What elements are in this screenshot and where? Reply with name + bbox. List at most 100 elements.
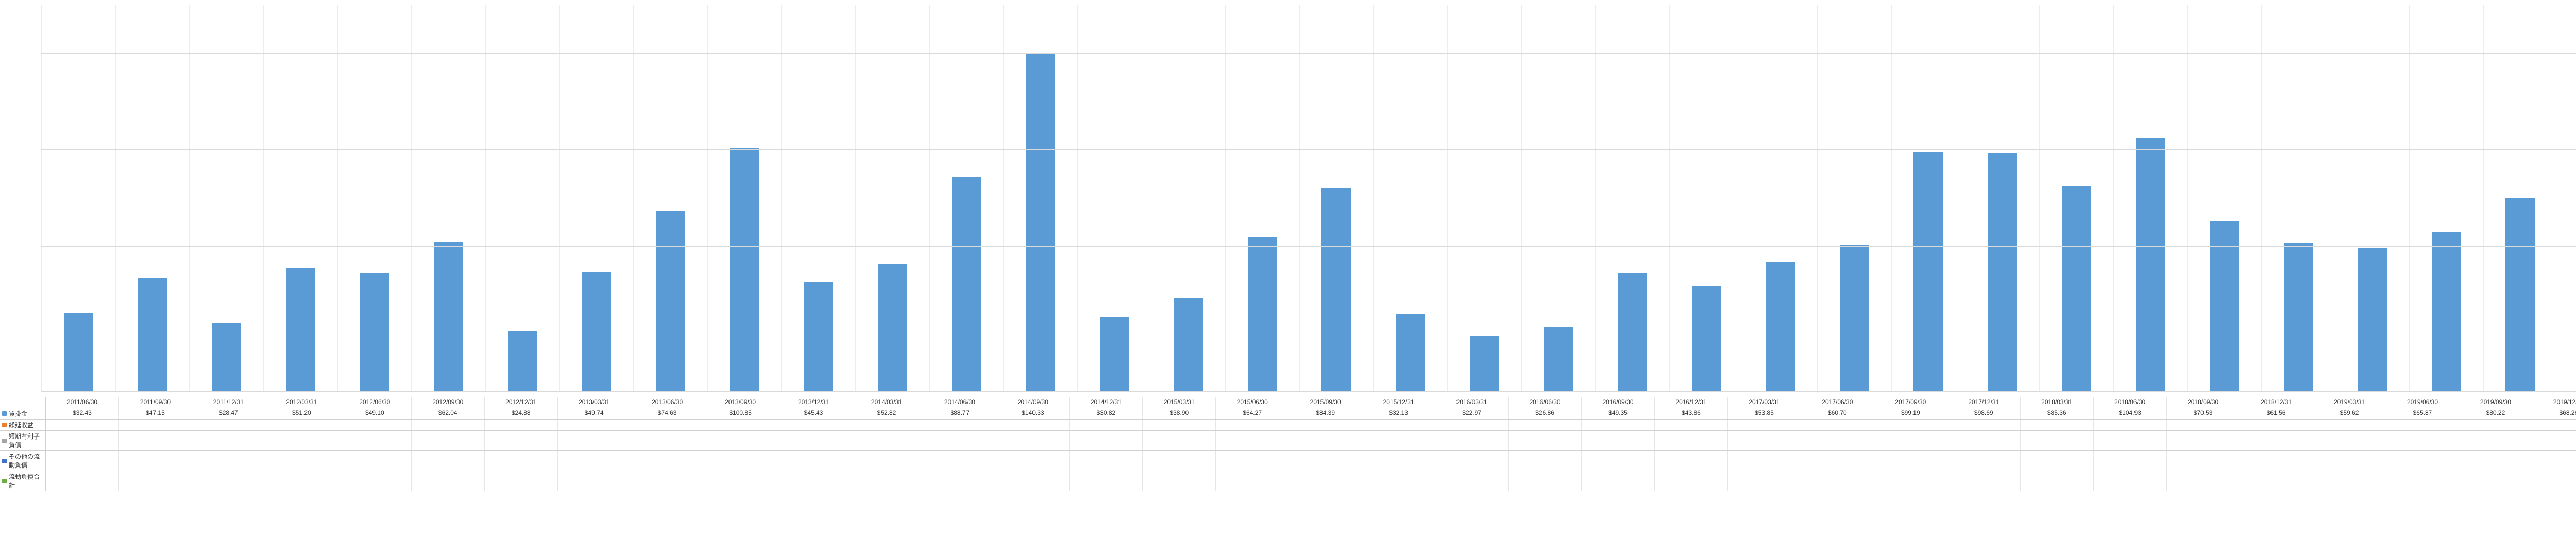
value-cell [485,420,558,430]
value-cell: $32.43 [46,408,119,419]
gridline [41,53,2576,54]
value-cell [1947,431,2021,450]
value-cell [1509,471,1582,491]
value-cell [2094,420,2167,430]
value-cell [1362,471,1435,491]
bar [1840,245,1869,392]
value-cell [192,431,265,450]
value-cell [192,471,265,491]
value-cell [1947,420,2021,430]
value-cell [2240,471,2313,491]
row-cells [46,420,2576,430]
value-cell [631,471,704,491]
bar-column [855,5,929,392]
value-cell [1143,420,1216,430]
series-label-text: 買掛金 [9,409,27,418]
value-cell: $60.70 [1801,408,1874,419]
plot-area: $0$20$40$60$80$100$120$140$160(単位：百万USD) [41,5,2576,392]
value-cell [2532,451,2576,471]
value-cell [2167,420,2240,430]
bar [1470,336,1499,392]
value-cell [2240,431,2313,450]
value-cell [1070,451,1143,471]
value-cell [996,431,1070,450]
bar-column [2409,5,2483,392]
value-cell [1874,420,1947,430]
series-label-text: 短期有利子負債 [9,432,43,449]
value-cell [1728,431,1801,450]
value-cell [1801,431,1874,450]
value-cell [1509,420,1582,430]
bar-column [1225,5,1299,392]
value-cell [1874,471,1947,491]
bar [1913,152,1943,392]
value-cell [2532,471,2576,491]
value-cell: $52.82 [850,408,923,419]
bar [360,273,389,392]
value-cell: $84.39 [1289,408,1362,419]
bar [2210,221,2239,392]
bar [1100,317,1129,392]
bar-column [1521,5,1596,392]
category-cell: 2012/12/31 [485,397,558,408]
value-cell [2167,451,2240,471]
bar [1248,237,1277,392]
value-cell [1655,420,1728,430]
value-cell [1728,451,1801,471]
category-cell: 2013/03/31 [558,397,631,408]
value-cell [265,431,338,450]
value-cell: $61.56 [2240,408,2313,419]
series-label-left: 流動負債合計 [0,471,46,491]
series-label-text: 繰延収益 [9,421,33,429]
value-cell: $45.43 [777,408,851,419]
value-cell [1143,431,1216,450]
value-cell [1801,451,1874,471]
legend-swatch [2,439,7,443]
value-cell [558,451,631,471]
value-cell [1289,431,1362,450]
value-cell [2313,420,2386,430]
bar [434,242,463,392]
value-cell [2459,451,2532,471]
value-cell [2167,471,2240,491]
value-cell [1655,471,1728,491]
value-cell [338,420,412,430]
category-cell: 2019/03/31 [2313,397,2386,408]
value-cell [1728,471,1801,491]
bar-column [2483,5,2557,392]
value-cell: $47.15 [119,408,192,419]
category-cell: 2011/12/31 [192,397,265,408]
bar-column [2335,5,2409,392]
value-cell: $49.35 [1582,408,1655,419]
category-cell: 2011/09/30 [119,397,192,408]
category-cell: 2014/03/31 [850,397,923,408]
category-cell: 2018/09/30 [2167,397,2240,408]
value-cell [46,451,119,471]
bar [1544,327,1573,392]
bar-column [1373,5,1447,392]
category-cell: 2016/06/30 [1509,397,1582,408]
value-cell [2313,471,2386,491]
value-cell [850,451,923,471]
category-cell: 2012/09/30 [412,397,485,408]
bar [2358,248,2387,392]
value-cell [2532,420,2576,430]
value-cell [46,431,119,450]
category-cell: 2011/06/30 [46,397,119,408]
value-cell: $32.13 [1362,408,1435,419]
value-cell [2021,451,2094,471]
gridline [41,246,2576,247]
value-cell [338,451,412,471]
category-cell: 2018/12/31 [2240,397,2313,408]
value-cell [1947,451,2021,471]
category-cell: 2012/06/30 [338,397,412,408]
bar [64,313,93,392]
value-cell [412,431,485,450]
value-cell: $24.88 [485,408,558,419]
category-cell: 2012/03/31 [265,397,338,408]
table-row: その他の流動負債その他の流動負債 [0,451,2576,471]
bar-column [2039,5,2113,392]
table-row: 短期有利子負債短期有利子負債 [0,431,2576,451]
bar-column [337,5,412,392]
value-cell [1289,420,1362,430]
